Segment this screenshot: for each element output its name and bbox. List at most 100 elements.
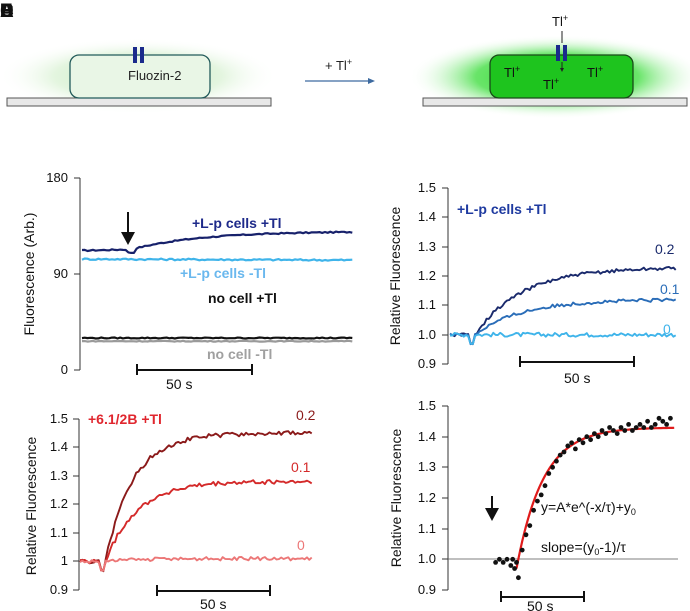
y-tick-label: 180 (46, 170, 68, 185)
arrow-down-icon (121, 232, 135, 245)
scale-bar-label: 50 s (166, 376, 192, 392)
data-point (626, 422, 631, 427)
y-tick-label: 1.2 (50, 496, 68, 511)
panel-letter: D (0, 1, 14, 22)
series-label: 0.2 (655, 241, 675, 257)
series-line (82, 339, 353, 343)
data-point (630, 428, 635, 433)
panel-letter: A (0, 1, 14, 22)
y-tick-label: 1.4 (50, 439, 68, 454)
series-line (79, 556, 313, 572)
y-tick-label: 0.9 (418, 582, 436, 597)
data-point (595, 434, 601, 440)
ion-label: Tl+ (587, 64, 603, 80)
chart-b: 0 90 180 Fluorescence (Arb.) +L-p cells … (21, 170, 353, 392)
y-tick-label: 1.0 (418, 327, 436, 342)
channel-icon (140, 47, 144, 63)
data-point (514, 560, 519, 565)
series-line (449, 265, 677, 346)
data-point (542, 483, 548, 489)
chart-e: 0.9 1.0 1.1 1.2 1.3 1.4 1.5 Relative Flu… (388, 398, 678, 611)
data-point (557, 452, 563, 458)
data-point (656, 415, 662, 421)
data-point (519, 547, 525, 553)
data-point (550, 464, 555, 470)
data-point (645, 418, 650, 424)
y-tick-label: 1.1 (418, 521, 436, 536)
y-tick-label: 1 (61, 553, 68, 568)
series-line (81, 257, 353, 262)
data-point (641, 425, 647, 430)
panel-letter: E (0, 1, 13, 22)
series-layer (449, 265, 677, 346)
fluozin-label: Fluozin-2 (128, 68, 181, 83)
series-line (79, 430, 313, 573)
series-layer (79, 430, 313, 573)
y-tick-label: 90 (54, 266, 68, 281)
series-line (450, 331, 677, 345)
data-point (538, 492, 544, 498)
y-tick-label: 0.9 (50, 582, 68, 597)
arrow-label: + Tl+ (325, 57, 352, 73)
series-label: +L-p cells +Tl (192, 215, 281, 231)
y-tick-label: 1.3 (418, 459, 436, 474)
data-point (668, 415, 673, 421)
data-point (531, 507, 536, 513)
y-axis-label: Relative Fluorescence (23, 437, 39, 576)
series-label: 0 (663, 321, 671, 337)
y-tick-label: 1.4 (418, 209, 436, 224)
data-point (607, 425, 612, 430)
data-point (614, 431, 620, 436)
data-point (588, 437, 593, 443)
y-tick-label: 1.3 (418, 239, 436, 254)
panel-letters: A B C D E (0, 1, 14, 22)
y-tick-label: 1.5 (418, 398, 436, 413)
data-point (622, 428, 628, 433)
y-tick-label: 0.9 (418, 356, 436, 371)
chart-title: +6.1/2B +Tl (88, 411, 162, 427)
schematic-panel: Fluozin-2 + Tl+ Tl+ Tl+ Tl+ Tl+ (0, 13, 690, 119)
data-point (664, 422, 669, 427)
channel-icon (563, 45, 567, 61)
series-line (79, 479, 313, 572)
data-point (535, 498, 540, 504)
panel-letter: C (0, 1, 14, 22)
left-substrate (6, 97, 272, 107)
right-cell (489, 54, 634, 99)
series-label: 0 (297, 537, 305, 553)
data-point (603, 431, 609, 436)
data-point (652, 422, 658, 427)
ion-label-outside: Tl+ (552, 13, 568, 29)
series-line (81, 230, 353, 254)
data-point (637, 422, 643, 427)
series-label: 0.2 (296, 407, 316, 423)
data-point (576, 437, 582, 443)
series-label: +L-p cells -Tl (180, 265, 266, 281)
data-point (565, 443, 571, 449)
influx-arrowhead-icon (560, 68, 564, 72)
y-tick-label: 1.5 (418, 180, 436, 195)
data-point (592, 431, 597, 436)
y-axis-label: Relative Fluorescence (387, 207, 403, 346)
series-line (81, 336, 353, 340)
y-tick-label: 1.4 (418, 429, 436, 444)
y-ticks (73, 418, 79, 591)
channel-icon (556, 45, 560, 61)
ion-label: Tl+ (504, 64, 520, 80)
channel-icon (133, 47, 137, 63)
data-point (561, 449, 567, 455)
data-point (599, 428, 605, 433)
y-tick-label: 1.1 (50, 525, 68, 540)
arrowhead-icon (368, 78, 375, 84)
series-layer (81, 230, 353, 343)
arrow-down-icon (485, 508, 499, 521)
data-point (573, 446, 578, 452)
data-point (516, 575, 521, 581)
data-point (633, 425, 639, 430)
right-substrate (422, 97, 688, 107)
data-point (510, 556, 516, 562)
series-layer (493, 415, 675, 581)
data-point (508, 563, 514, 568)
data-point (504, 556, 510, 562)
data-point (497, 556, 502, 562)
